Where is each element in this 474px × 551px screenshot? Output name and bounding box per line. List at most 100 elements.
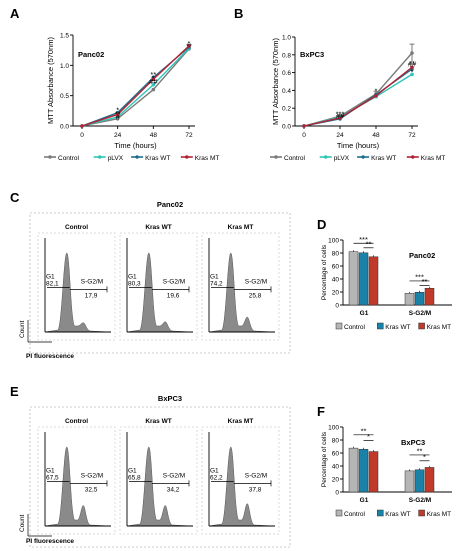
y-tick-label: 0.4: [282, 88, 291, 95]
sg2m-value: 32,5: [85, 486, 98, 493]
legend-label: Kras WT: [145, 155, 170, 162]
bar: [358, 448, 369, 493]
g1-label: G1: [128, 467, 137, 474]
legend-label: Kras WT: [371, 155, 396, 162]
significance-mark: ***: [336, 110, 345, 119]
x-tick-label: 48: [372, 132, 380, 139]
inset-title: BxPC3: [401, 438, 425, 447]
g1-label: G1: [210, 273, 219, 280]
legend-label: pLVX: [108, 155, 124, 162]
legend-swatch: [418, 322, 425, 330]
histogram-area: [44, 446, 112, 527]
legend-swatch: [377, 322, 384, 330]
y-axis-label: MTT Absorbance (570nm): [271, 38, 280, 125]
bar: [414, 292, 425, 306]
x-tick-label: 72: [185, 132, 193, 139]
histogram-title: Kras MT: [228, 224, 254, 231]
count-label: Count: [19, 514, 26, 532]
g1-label: G1: [210, 467, 219, 474]
significance-mark: **: [115, 109, 121, 118]
bar: [404, 293, 415, 306]
g1-value: 74,2: [210, 280, 223, 287]
significance-mark: ##: [336, 111, 345, 120]
sg2m-value: 34,2: [167, 486, 180, 493]
x-tick-label: 72: [408, 132, 416, 139]
bar: [368, 451, 379, 493]
sg2m-label: S-G2/M: [163, 472, 185, 479]
legend-label: pLVX: [334, 155, 350, 162]
marker-circle-icon: [361, 155, 365, 159]
bar: [348, 447, 359, 493]
significance-mark: *: [116, 106, 119, 115]
series-line-0: [303, 52, 413, 127]
category-label: G1: [360, 497, 369, 504]
x-tick-label: 24: [114, 132, 122, 139]
data-point: [302, 124, 306, 128]
inset-title: BxPC3: [300, 50, 324, 59]
legend-swatch: [335, 322, 343, 330]
y-tick-label: 1.0: [60, 63, 69, 70]
data-point: [374, 93, 378, 98]
legend-label: Kras MT: [195, 155, 220, 162]
g1-value: 67,5: [46, 474, 59, 481]
significance-mark: **: [417, 446, 423, 455]
histogram-title: Control: [65, 224, 88, 231]
category-label: S-G2/M: [409, 310, 431, 317]
y-tick-label: 0.6: [282, 70, 291, 77]
panel-label-B: B: [234, 6, 243, 21]
panel-title: BxPC3: [158, 394, 182, 403]
histogram-area: [44, 252, 112, 333]
significance-mark: **: [366, 239, 372, 248]
y-tick-label: 100: [328, 424, 339, 431]
x-axis-label: Time (hours): [114, 141, 157, 150]
bar: [414, 469, 425, 493]
g1-value: 80,3: [128, 280, 141, 287]
g1-value: 65,8: [128, 474, 141, 481]
histogram-title: Kras WT: [145, 224, 171, 231]
y-tick-label: 60: [332, 450, 340, 457]
bar: [368, 256, 379, 306]
bar: [358, 252, 369, 306]
series-line-3: [81, 45, 190, 127]
significance-mark: *: [188, 39, 191, 48]
significance-mark: *: [375, 86, 378, 95]
pi-fluorescence-label: PI fluorescence: [26, 353, 74, 360]
data-point: [410, 72, 414, 77]
g1-value: 82,1: [46, 280, 59, 287]
panel-title: Panc02: [157, 200, 183, 209]
significance-mark: *: [423, 452, 426, 461]
y-tick-label: 20: [332, 476, 340, 483]
bar: [424, 467, 435, 493]
x-tick-label: 0: [80, 132, 84, 139]
marker-circle-icon: [411, 155, 415, 159]
series-line-1: [81, 47, 190, 127]
significance-mark: **: [150, 70, 156, 79]
data-point: [410, 51, 414, 55]
panel-label-C: C: [10, 190, 20, 205]
histogram-title: Kras MT: [228, 418, 254, 425]
panel-label-E: E: [10, 384, 19, 399]
inset-title: Panc02: [409, 251, 435, 260]
y-tick-label: 0.5: [60, 93, 69, 100]
x-tick-label: 48: [150, 132, 158, 139]
panel-label-A: A: [10, 6, 20, 21]
y-tick-label: 20: [332, 289, 340, 296]
significance-mark: **: [409, 59, 415, 68]
panel-label-D: D: [317, 217, 326, 232]
panel-label-F: F: [317, 404, 325, 419]
series-line-1: [303, 73, 413, 127]
sg2m-label: S-G2/M: [81, 278, 103, 285]
significance-mark: ***: [415, 272, 424, 281]
series-line-3: [303, 66, 413, 127]
y-tick-label: 40: [332, 463, 340, 470]
marker-circle-icon: [324, 155, 328, 159]
bar: [348, 251, 359, 306]
data-point: [151, 82, 156, 87]
marker-circle-icon: [98, 155, 102, 159]
x-tick-label: 0: [302, 132, 306, 139]
legend-swatch: [418, 509, 425, 517]
legend-label: Kras MT: [421, 155, 446, 162]
y-tick-label: 1.5: [60, 33, 69, 40]
significance-mark: *: [152, 73, 155, 82]
histogram-title: Kras WT: [145, 418, 171, 425]
